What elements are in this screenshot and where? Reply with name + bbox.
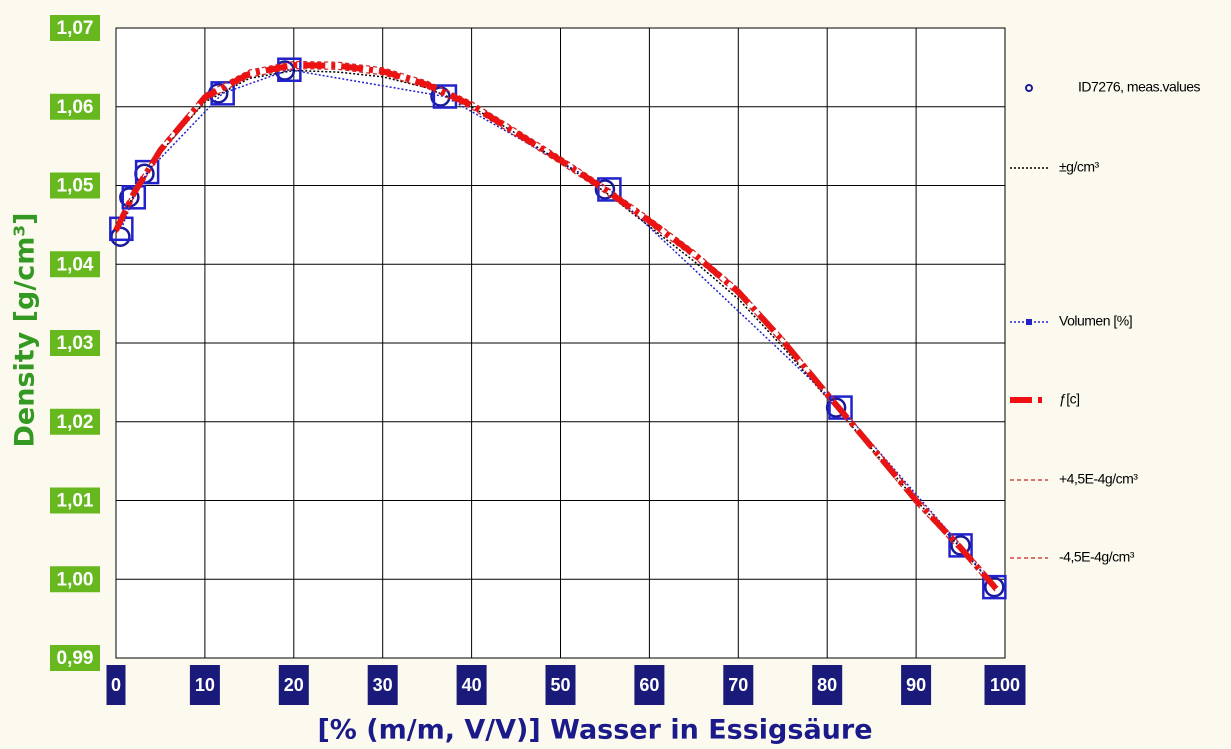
y-tick-box bbox=[50, 566, 100, 593]
x-tick-box bbox=[278, 665, 309, 705]
legend-swatch bbox=[1026, 319, 1032, 325]
y-tick-label: 1,06 bbox=[57, 97, 94, 118]
x-tick-label: 80 bbox=[817, 675, 837, 695]
legend-label: Volumen [%] bbox=[1059, 313, 1132, 329]
point bbox=[828, 395, 853, 420]
y-tick-label: 1,02 bbox=[57, 412, 94, 433]
x-tick-box bbox=[634, 665, 665, 705]
point bbox=[594, 179, 616, 200]
legend-label: +4,5E-4g/cm³ bbox=[1059, 471, 1138, 487]
y-tick-box bbox=[50, 487, 100, 514]
x-tick-box bbox=[984, 665, 1026, 705]
x-tick-label: 60 bbox=[639, 675, 659, 695]
y-axis-label: Density [g/cm³] bbox=[10, 212, 41, 447]
x-tick-label: 100 bbox=[990, 675, 1020, 695]
x-axis-label: [% (m/m, V/V)] Wasser in Essigsäure bbox=[317, 715, 872, 746]
x-tick-label: 0 bbox=[111, 675, 121, 695]
point bbox=[950, 535, 971, 556]
legend-label: -4,5E-4g/cm³ bbox=[1059, 549, 1135, 565]
x-tick-label: 50 bbox=[550, 675, 570, 695]
point bbox=[597, 177, 622, 202]
y-tick-box bbox=[50, 330, 100, 356]
x-tick-label: 30 bbox=[373, 675, 393, 695]
y-tick-label: 1,05 bbox=[57, 176, 94, 197]
legend-label: ID7276, meas.values bbox=[1078, 79, 1201, 95]
x-tick-label: 40 bbox=[462, 675, 482, 695]
legend-label: ±g/cm³ bbox=[1059, 159, 1100, 175]
point bbox=[134, 159, 160, 185]
y-tick-label: 1,01 bbox=[57, 491, 94, 512]
y-tick-label: 1,03 bbox=[57, 333, 94, 354]
point bbox=[984, 576, 1005, 598]
x-tick-label: 70 bbox=[728, 675, 748, 695]
x-tick-label: 20 bbox=[284, 675, 304, 695]
y-tick-box bbox=[50, 172, 100, 199]
x-tick-box bbox=[901, 665, 932, 705]
y-tick-box bbox=[50, 15, 100, 41]
y-tick-label: 1,00 bbox=[57, 569, 94, 590]
y-tick-box bbox=[50, 645, 100, 671]
y-tick-label: 1,04 bbox=[57, 254, 94, 275]
series-line bbox=[115, 67, 997, 593]
x-tick-label: 90 bbox=[906, 675, 926, 695]
point bbox=[948, 533, 973, 558]
y-tick-box bbox=[50, 93, 100, 120]
y-tick-label: 0,99 bbox=[57, 648, 94, 669]
x-tick-box bbox=[456, 665, 487, 705]
x-tick-box bbox=[189, 665, 220, 705]
point bbox=[825, 397, 847, 418]
series-line bbox=[115, 60, 997, 586]
legend-label: ƒ[c] bbox=[1059, 391, 1080, 407]
x-tick-box bbox=[106, 665, 126, 705]
y-tick-label: 1,07 bbox=[57, 18, 94, 39]
x-tick-box bbox=[545, 665, 576, 705]
x-tick-label: 10 bbox=[195, 675, 215, 695]
point bbox=[982, 574, 1007, 600]
y-tick-box bbox=[50, 251, 100, 278]
point bbox=[121, 185, 147, 210]
y-tick-box bbox=[50, 408, 100, 435]
x-tick-box bbox=[723, 665, 754, 705]
x-tick-box bbox=[367, 665, 398, 705]
legend-swatch bbox=[1025, 84, 1033, 92]
x-tick-box bbox=[812, 665, 843, 705]
